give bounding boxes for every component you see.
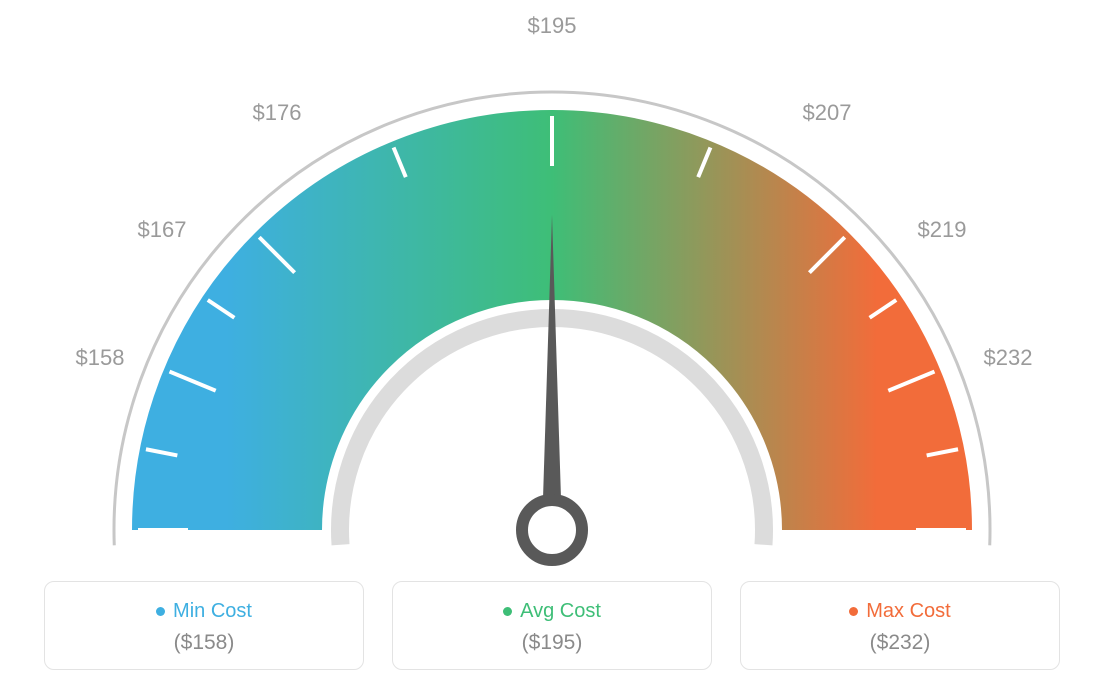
gauge-area: $158 $167 $176 $195 $207 $219 $232 bbox=[0, 0, 1104, 560]
legend-card-max: Max Cost ($232) bbox=[740, 581, 1060, 670]
legend-row: Min Cost ($158) Avg Cost ($195) Max Cost… bbox=[0, 581, 1104, 670]
legend-label-min: Min Cost bbox=[156, 600, 252, 623]
gauge-tick-label: $195 bbox=[528, 13, 577, 39]
legend-value-max: ($232) bbox=[751, 631, 1049, 655]
dot-icon bbox=[156, 607, 165, 616]
gauge-tick-label: $158 bbox=[76, 345, 125, 371]
legend-label-text: Avg Cost bbox=[520, 600, 601, 623]
legend-label-text: Max Cost bbox=[866, 600, 950, 623]
dot-icon bbox=[849, 607, 858, 616]
legend-label-max: Max Cost bbox=[849, 600, 950, 623]
gauge-tick-label: $219 bbox=[918, 217, 967, 243]
legend-value-avg: ($195) bbox=[403, 631, 701, 655]
gauge-tick-label: $176 bbox=[253, 100, 302, 126]
gauge-tick-label: $207 bbox=[803, 100, 852, 126]
gauge-tick-label: $167 bbox=[138, 217, 187, 243]
dot-icon bbox=[503, 607, 512, 616]
legend-label-avg: Avg Cost bbox=[503, 600, 601, 623]
gauge-chart-container: $158 $167 $176 $195 $207 $219 $232 Min Cost ($… bbox=[0, 0, 1104, 690]
legend-value-min: ($158) bbox=[55, 631, 353, 655]
legend-label-text: Min Cost bbox=[173, 600, 252, 623]
legend-card-min: Min Cost ($158) bbox=[44, 581, 364, 670]
gauge-tick-label: $232 bbox=[984, 345, 1033, 371]
gauge-svg bbox=[72, 60, 1032, 580]
legend-card-avg: Avg Cost ($195) bbox=[392, 581, 712, 670]
